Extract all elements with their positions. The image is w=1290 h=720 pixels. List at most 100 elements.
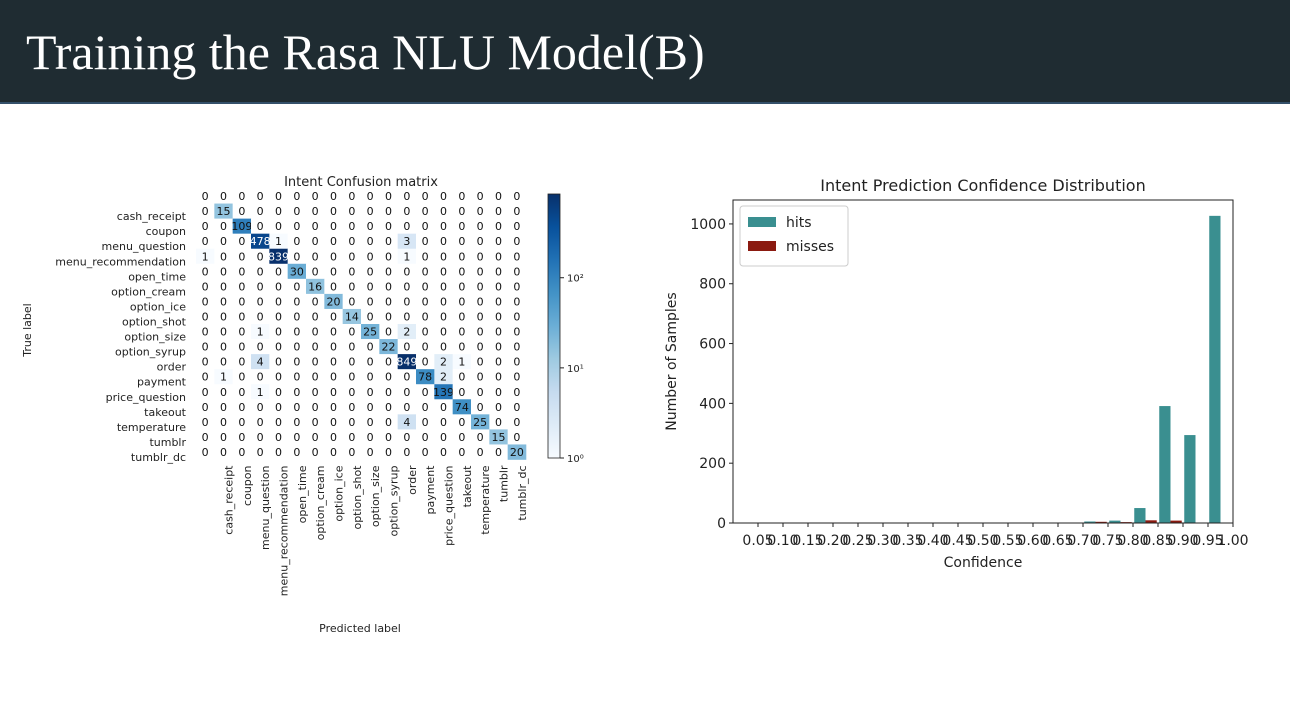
heatmap-cell xyxy=(269,278,288,295)
heatmap-cell xyxy=(306,354,325,370)
cell-label: 0 xyxy=(348,356,355,369)
cell-label: 0 xyxy=(220,235,227,248)
heatmap-cell xyxy=(489,308,508,325)
cell-label: 0 xyxy=(367,341,374,354)
cell-label: 0 xyxy=(312,431,319,444)
cell-label: 0 xyxy=(220,295,227,308)
heatmap-cell xyxy=(416,369,435,385)
cell-label: 0 xyxy=(477,250,484,263)
x-tick-label: coupon xyxy=(241,465,254,505)
heatmap-cell xyxy=(232,263,252,280)
heatmap-cell xyxy=(434,248,453,265)
heatmap-cell xyxy=(214,188,233,204)
cell-label: 0 xyxy=(495,356,502,369)
cell-label: 0 xyxy=(367,416,374,429)
heatmap-cell xyxy=(452,414,472,430)
cell-label: 0 xyxy=(513,341,520,354)
cell-label: 0 xyxy=(202,265,209,278)
cell-label: 0 xyxy=(385,310,392,323)
cell-label: 0 xyxy=(257,310,264,323)
cell-label: 1 xyxy=(257,326,264,339)
cell-label: 0 xyxy=(275,401,282,414)
cell-label: 0 xyxy=(458,446,465,459)
heatmap-cell xyxy=(452,248,472,265)
cell-label: 0 xyxy=(293,386,300,399)
cell-label: 0 xyxy=(403,265,410,278)
heatmap-cell xyxy=(287,233,307,250)
x-tick-label: 0.30 xyxy=(867,533,898,549)
heatmap-cell xyxy=(379,248,398,265)
heatmap-cell xyxy=(214,354,233,370)
cell-label: 0 xyxy=(238,326,245,339)
heatmap-cell xyxy=(214,248,233,265)
heatmap-cell xyxy=(214,233,233,250)
heatmap-cell xyxy=(434,324,453,340)
heatmap-cell xyxy=(324,369,343,385)
bar xyxy=(1134,508,1146,523)
cell-label: 0 xyxy=(458,431,465,444)
heatmap-cell xyxy=(306,324,325,340)
heatmap-cell xyxy=(416,308,435,325)
heatmap-cell xyxy=(379,414,398,430)
heatmap-cell xyxy=(324,414,343,430)
cell-label: 0 xyxy=(202,386,209,399)
cell-label: 0 xyxy=(257,341,264,354)
heatmap-cell xyxy=(379,399,398,415)
cell-label: 0 xyxy=(238,280,245,293)
heatmap-cell xyxy=(196,278,215,295)
cell-label: 0 xyxy=(293,341,300,354)
heatmap-cell xyxy=(471,399,490,415)
cell-label: 0 xyxy=(257,446,264,459)
heatmap-cell xyxy=(196,233,215,250)
cell-label: 0 xyxy=(367,265,374,278)
cell-label: 0 xyxy=(312,190,319,203)
heatmap-cell xyxy=(507,369,527,385)
heatmap-cell xyxy=(306,278,325,295)
cell-label: 0 xyxy=(440,310,447,323)
heatmap-cell xyxy=(269,444,288,460)
cell-label: 0 xyxy=(513,295,520,308)
y-tick-label: option_syrup xyxy=(115,346,186,359)
cell-label: 0 xyxy=(312,401,319,414)
heatmap-cell xyxy=(379,339,398,355)
cell-label: 0 xyxy=(257,250,264,263)
heatmap-cell xyxy=(507,384,527,400)
heatmap-cell xyxy=(214,293,233,310)
heatmap-cell xyxy=(471,429,490,445)
cell-label: 0 xyxy=(385,205,392,218)
cell-label: 0 xyxy=(257,431,264,444)
cell-label: 0 xyxy=(440,250,447,263)
cell-label: 0 xyxy=(477,446,484,459)
cell-label: 109 xyxy=(231,220,252,233)
cell-label: 0 xyxy=(385,446,392,459)
cell-label: 0 xyxy=(312,386,319,399)
heatmap-cell xyxy=(287,414,307,430)
cell-label: 0 xyxy=(513,235,520,248)
cell-label: 0 xyxy=(330,265,337,278)
heatmap-cell xyxy=(269,263,288,280)
cell-label: 2 xyxy=(440,371,447,384)
chart-title: Intent Confusion matrix xyxy=(284,175,438,190)
cell-label: 0 xyxy=(348,401,355,414)
cell-label: 20 xyxy=(510,446,524,459)
bar xyxy=(1145,520,1157,523)
cell-label: 0 xyxy=(477,265,484,278)
cell-label: 0 xyxy=(312,205,319,218)
heatmap-cell xyxy=(251,248,270,265)
heatmap-cell xyxy=(214,324,233,340)
heatmap-cell xyxy=(452,308,472,325)
heatmap-cell xyxy=(361,278,380,295)
cell-label: 0 xyxy=(513,431,520,444)
heatmap-cell xyxy=(434,308,453,325)
y-tick-label: 1000 xyxy=(690,217,726,233)
x-tick-label: 0.15 xyxy=(792,533,823,549)
cell-label: 0 xyxy=(458,250,465,263)
heatmap-cell xyxy=(416,218,435,234)
heatmap-cell xyxy=(471,339,490,355)
x-tick-label: 0.40 xyxy=(917,533,948,549)
heatmap-cell xyxy=(287,263,307,280)
cell-label: 0 xyxy=(477,295,484,308)
heatmap-cell xyxy=(342,248,362,265)
y-tick-label: 800 xyxy=(699,277,726,293)
heatmap-cell xyxy=(306,188,325,204)
